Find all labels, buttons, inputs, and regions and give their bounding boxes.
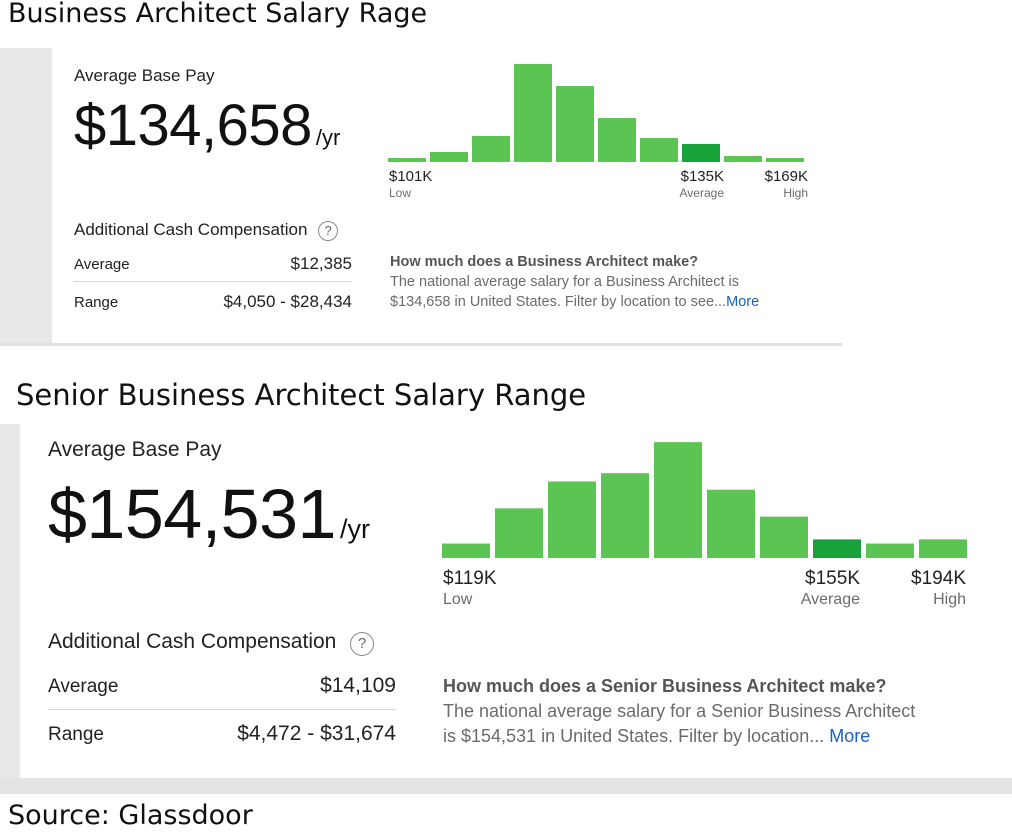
histogram-bar [919, 539, 967, 558]
histogram-bar-average [682, 144, 720, 162]
low-label: Low [443, 591, 473, 608]
histogram-bar [495, 508, 543, 558]
average-cash-value: $14,109 [320, 674, 396, 697]
histogram-bar [472, 136, 510, 162]
histogram-bar [442, 543, 490, 558]
row-divider [74, 281, 352, 282]
salary-distribution-chart [388, 64, 804, 162]
description-line-2: is $154,531 in United States. Filter by … [443, 726, 870, 747]
additional-cash-label: Additional Cash Compensation ? [74, 220, 339, 241]
help-icon[interactable]: ? [318, 221, 339, 241]
histogram-bar [388, 158, 426, 162]
histogram-bar-average [813, 539, 861, 558]
average-cash-label: Average [48, 676, 119, 697]
how-much-question: How much does a Business Architect make? [390, 254, 699, 270]
average-base-pay: $134,658/yr [74, 92, 340, 159]
help-icon[interactable]: ? [350, 632, 375, 656]
card-side-shade [0, 424, 20, 794]
low-label: Low [389, 186, 412, 200]
per-year-unit: /yr [315, 125, 341, 150]
low-value: $119K [443, 568, 497, 589]
histogram-bar [556, 86, 594, 162]
additional-cash-text: Additional Cash Compensation [48, 630, 337, 653]
row-divider [48, 709, 396, 710]
card-side-shade [0, 48, 52, 346]
range-label: Range [74, 294, 119, 311]
histogram-bar [707, 489, 755, 558]
description-line-1: The national average salary for a Busine… [390, 274, 739, 290]
average-base-pay: $154,531/yr [48, 474, 370, 554]
range-value: $4,050 - $28,434 [223, 292, 352, 311]
average-base-pay-label: Average Base Pay [74, 66, 215, 85]
description-text: $134,658 in United States. Filter by loc… [390, 294, 727, 310]
description-text: is $154,531 in United States. Filter by … [443, 726, 825, 746]
histogram-bar [724, 156, 762, 162]
average-cash-label: Average [74, 256, 130, 273]
more-link[interactable]: More [726, 294, 760, 310]
average-value-short: $155K [805, 568, 860, 589]
histogram-bar [766, 158, 804, 162]
high-value: $194K [911, 568, 966, 589]
high-value: $169K [764, 168, 808, 185]
average-base-pay-value: $134,658 [74, 93, 312, 158]
average-value-short: $135K [680, 168, 724, 185]
histogram-bar [866, 543, 914, 558]
additional-cash-label: Additional Cash Compensation ? [48, 630, 375, 656]
histogram-bar [640, 138, 678, 162]
section-title-business-architect: Business Architect Salary Rage [8, 0, 428, 29]
histogram-bar [760, 516, 808, 558]
histogram-bar [514, 64, 552, 162]
how-much-question: How much does a Senior Business Architec… [443, 676, 887, 696]
more-link[interactable]: More [829, 726, 871, 746]
salary-distribution-chart [442, 442, 967, 558]
salary-card-senior-business-architect: Average Base Pay $154,531/yr Additional … [0, 424, 1012, 794]
histogram-bar [548, 481, 596, 558]
average-base-pay-value: $154,531 [48, 475, 336, 553]
average-tick-label: Average [800, 591, 860, 608]
description-line-1: The national average salary for a Senior… [443, 701, 916, 721]
description-line-2: $134,658 in United States. Filter by loc… [390, 294, 759, 310]
card-bottom-shade [0, 778, 1012, 794]
range-label: Range [48, 724, 104, 745]
histogram-bar [598, 118, 636, 162]
histogram-bar [601, 473, 649, 558]
per-year-unit: /yr [339, 514, 370, 544]
average-tick-label: Average [679, 186, 724, 200]
additional-cash-text: Additional Cash Compensation [74, 220, 308, 239]
high-label: High [933, 591, 966, 608]
card-bottom-shade [0, 343, 842, 346]
source-note: Source: Glassdoor [8, 800, 253, 831]
histogram-bar [430, 152, 468, 162]
high-label: High [783, 186, 808, 200]
average-cash-value: $12,385 [290, 254, 352, 273]
low-value: $101K [389, 168, 433, 185]
histogram-bar [654, 442, 702, 558]
range-value: $4,472 - $31,674 [237, 722, 396, 745]
average-base-pay-label: Average Base Pay [48, 438, 222, 461]
salary-card-business-architect: Average Base Pay $134,658/yr Additional … [0, 48, 842, 346]
section-title-senior-business-architect: Senior Business Architect Salary Range [16, 378, 587, 412]
